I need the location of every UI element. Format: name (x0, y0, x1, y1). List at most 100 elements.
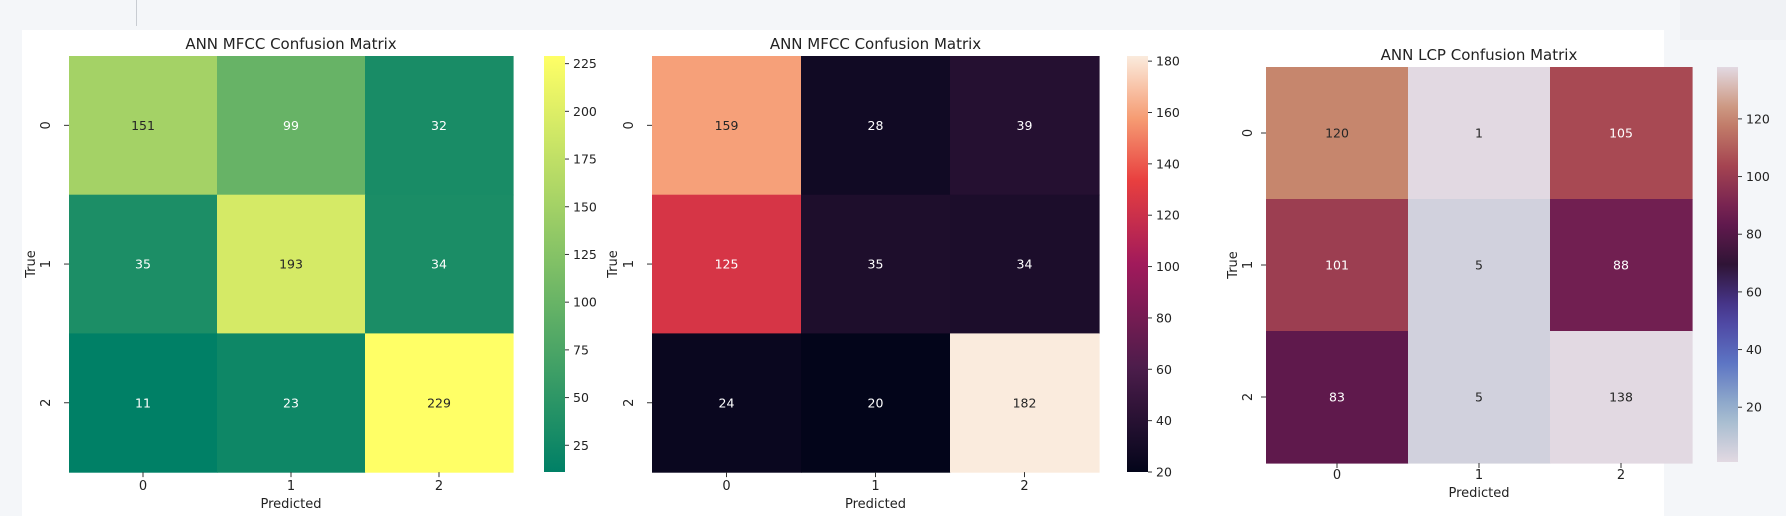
plot2-colorbar-tick-label-2: 60 (1156, 362, 1172, 377)
plot2-cell-1-0 (652, 194, 802, 334)
plot3-cell-label-1-0: 101 (1325, 258, 1349, 273)
plot1-cell-label-1-0: 35 (135, 257, 151, 272)
plot2-colorbar-tick-label-0: 20 (1156, 465, 1172, 480)
plot2-ytick-label-1: 1 (622, 260, 637, 268)
plot1-cell-label-1-2: 34 (431, 257, 447, 272)
plot1-colorbar-tick-label-0: 25 (573, 438, 589, 453)
plot1-cell-label-2-2: 229 (427, 395, 451, 410)
plot3-ytick-label-0: 0 (1241, 129, 1256, 137)
plot1-cell-label-0-0: 151 (131, 118, 155, 133)
plot1-colorbar-tick-label-8: 225 (573, 56, 597, 71)
plot1-title: ANN MFCC Confusion Matrix (185, 35, 396, 53)
side-panel (1680, 0, 1786, 40)
plot3-xtick-label-0: 0 (1333, 468, 1341, 483)
plot3-colorbar-tick-label-3: 80 (1746, 227, 1762, 242)
plot2-cell-label-2-2: 182 (1013, 395, 1037, 410)
plot2-cell-label-2-0: 24 (719, 395, 735, 410)
plot1-cell-label-2-1: 23 (283, 395, 299, 410)
plot2-cell-label-0-1: 28 (868, 118, 884, 133)
plot2-xtick-label-0: 0 (722, 479, 730, 494)
plot2-cell-0-2 (950, 56, 1100, 196)
plot3-cell-2-1 (1408, 331, 1551, 464)
plot1-colorbar-tick-label-7: 200 (573, 104, 597, 119)
plot2-cell-2-0 (652, 333, 802, 473)
plot3-cell-0-2 (1550, 67, 1693, 200)
plot3-cell-1-0 (1266, 199, 1409, 332)
plot3-cell-label-0-0: 120 (1325, 126, 1349, 141)
plot2-colorbar-tick-label-3: 80 (1156, 310, 1172, 325)
plot2-colorbar-tick-label-4: 100 (1156, 259, 1180, 274)
plot2-ylabel: True (606, 250, 621, 279)
plot3-cell-label-1-1: 5 (1475, 258, 1483, 273)
plot3-cell-label-0-1: 1 (1475, 126, 1483, 141)
plot3-cell-label-2-0: 83 (1329, 390, 1345, 405)
plot3-xlabel: Predicted (1448, 486, 1509, 501)
plot1-colorbar-tick-label-6: 175 (573, 152, 597, 167)
plot1-ylabel: True (24, 250, 39, 279)
plot2-cell-0-1 (801, 56, 951, 196)
plot3-xtick-label-1: 1 (1475, 468, 1483, 483)
plot2-colorbar-tick-label-8: 180 (1156, 54, 1180, 69)
plot1-cell-0-0 (69, 56, 218, 196)
plot3-cell-2-0 (1266, 331, 1409, 464)
plot1-xtick-label-2: 2 (435, 479, 443, 494)
plot3-colorbar-tick-label-5: 120 (1746, 111, 1770, 126)
plot2-cell-1-1 (801, 194, 951, 334)
plot1-xtick-label-0: 0 (139, 479, 147, 494)
plot3-title: ANN LCP Confusion Matrix (1381, 46, 1578, 64)
plot2-colorbar (1127, 56, 1148, 472)
plot1-cell-1-2 (365, 194, 514, 334)
plot2-cell-0-0 (652, 56, 802, 196)
plot2-cell-label-1-0: 125 (715, 257, 739, 272)
plot2-colorbar-tick-label-7: 160 (1156, 105, 1180, 120)
plot1-cell-label-0-1: 99 (283, 118, 299, 133)
plot1-colorbar-tick-label-2: 75 (573, 342, 589, 357)
plot2-title: ANN MFCC Confusion Matrix (770, 35, 981, 53)
plot2-xtick-label-1: 1 (871, 479, 879, 494)
plot3-cell-0-0 (1266, 67, 1409, 200)
plot3-cell-label-1-2: 88 (1613, 258, 1629, 273)
toolbar-divider (136, 0, 137, 26)
plot3-cell-label-0-2: 105 (1609, 126, 1633, 141)
plot3-xtick-label-2: 2 (1617, 468, 1625, 483)
plot1-xlabel: Predicted (260, 497, 321, 512)
plot2-colorbar-tick-label-1: 40 (1156, 413, 1172, 428)
plot3-cell-2-2 (1550, 331, 1693, 464)
plot1-cell-1-0 (69, 194, 218, 334)
plot1-colorbar-tick-label-4: 125 (573, 247, 597, 262)
plot2-cell-label-2-1: 20 (868, 395, 884, 410)
plot1-colorbar-tick-label-5: 150 (573, 199, 597, 214)
plot2-colorbar-tick-label-5: 120 (1156, 208, 1180, 223)
plot2-ytick-label-2: 2 (622, 399, 637, 407)
plot1-cell-0-2 (365, 56, 514, 196)
plot2-cell-label-0-2: 39 (1017, 118, 1033, 133)
plot2-cell-1-2 (950, 194, 1100, 334)
plot3-cell-label-2-1: 5 (1475, 390, 1483, 405)
plot2-cell-2-1 (801, 333, 951, 473)
plot3-cell-0-1 (1408, 67, 1551, 200)
plot3-colorbar-tick-label-4: 100 (1746, 169, 1770, 184)
plot3-cell-label-2-2: 138 (1609, 390, 1633, 405)
plot2-cell-label-1-2: 34 (1017, 257, 1033, 272)
plot1-cell-1-1 (217, 194, 366, 334)
plot2-cell-2-2 (950, 333, 1100, 473)
plot1-colorbar-tick-label-1: 50 (573, 390, 589, 405)
plot3-colorbar-tick-label-2: 60 (1746, 284, 1762, 299)
plot1-ytick-label-1: 1 (39, 260, 54, 268)
plot2-cell-label-0-0: 159 (715, 118, 739, 133)
plot1-ytick-label-2: 2 (39, 399, 54, 407)
plot2-cell-label-1-1: 35 (868, 257, 884, 272)
plot1-cell-2-2 (365, 333, 514, 473)
plot3-colorbar-tick-label-1: 40 (1746, 342, 1762, 357)
plot3-colorbar-tick-label-0: 20 (1746, 400, 1762, 415)
plot3-ytick-label-1: 1 (1241, 261, 1256, 269)
plot3-cell-1-1 (1408, 199, 1551, 332)
plot1-cell-label-2-0: 11 (135, 395, 151, 410)
plot2-xlabel: Predicted (845, 497, 906, 512)
plot3-cell-1-2 (1550, 199, 1693, 332)
plot2-ytick-label-0: 0 (622, 121, 637, 129)
plot2-colorbar-tick-label-6: 140 (1156, 156, 1180, 171)
plot1-colorbar (544, 56, 565, 472)
plot1-ytick-label-0: 0 (39, 121, 54, 129)
